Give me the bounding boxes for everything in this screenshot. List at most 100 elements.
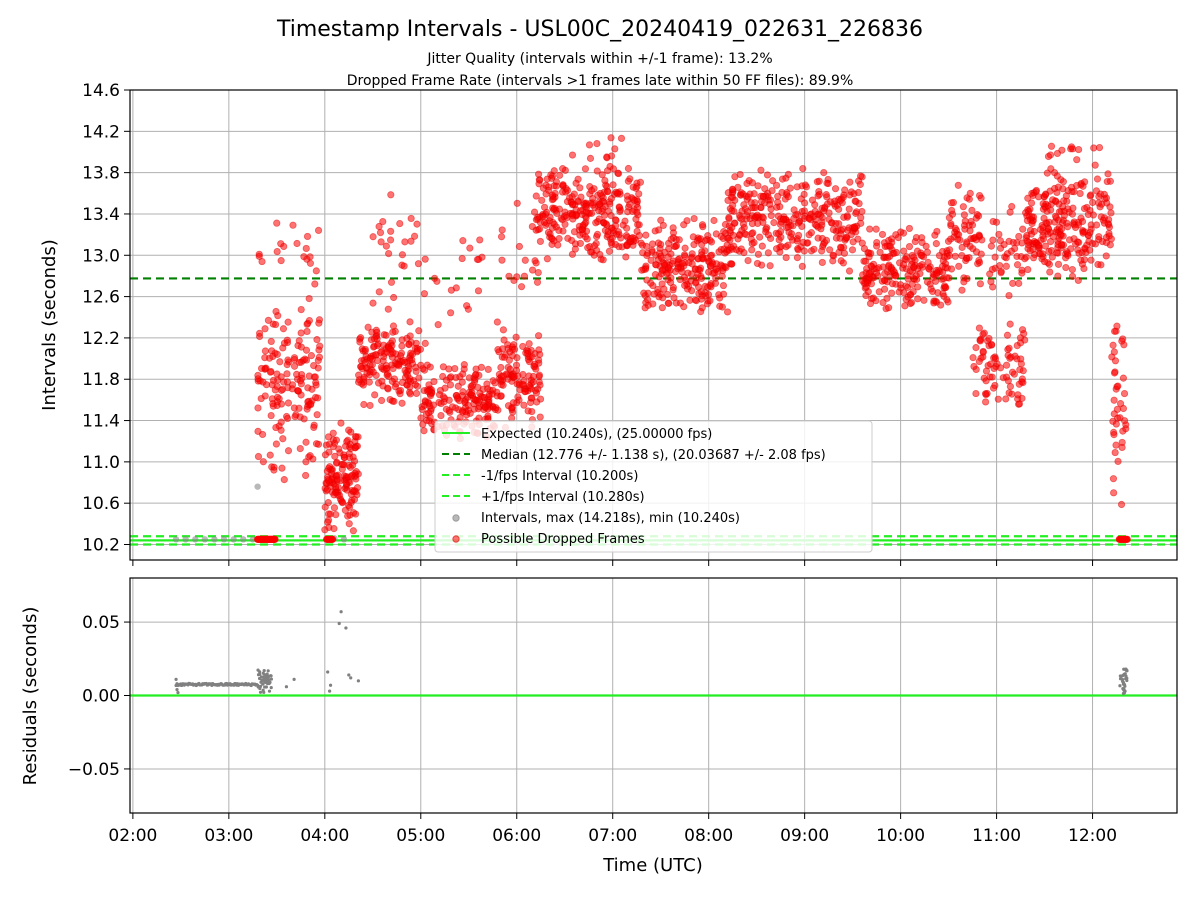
dropped-frame-point: [1075, 249, 1083, 257]
dropped-frame-point: [370, 335, 378, 343]
dropped-frame-point: [398, 342, 406, 350]
residual-point: [1124, 674, 1128, 678]
dropped-frame-point: [494, 346, 502, 354]
residual-point: [349, 676, 353, 680]
dropped-frame-point: [294, 387, 302, 395]
interval-point: [240, 536, 247, 543]
dropped-frame-point: [353, 484, 362, 492]
dropped-frame-point: [940, 292, 948, 300]
dropped-frame-point: [1118, 337, 1126, 345]
residual-point: [256, 685, 260, 689]
dropped-frame-point: [1086, 246, 1094, 254]
dropped-frame-point: [540, 203, 549, 211]
dropped-frame-point: [434, 321, 442, 329]
dropped-frame-point: [1046, 268, 1054, 276]
dropped-frame-point: [589, 195, 597, 203]
dropped-frame-point: [794, 219, 803, 227]
dropped-frame-point: [923, 248, 932, 256]
dropped-frame-point: [804, 239, 812, 247]
dropped-frame-point: [960, 211, 968, 219]
dropped-frame-point: [471, 396, 479, 404]
residual-point: [262, 690, 266, 694]
dropped-frame-point: [1060, 197, 1068, 205]
dropped-frame-point: [556, 171, 564, 179]
dropped-frame-point: [417, 414, 425, 422]
dropped-frame-point: [254, 452, 263, 461]
dropped-frame-point: [954, 181, 962, 189]
dropped-frame-point: [681, 244, 689, 252]
dropped-frame-point: [563, 186, 572, 195]
dropped-frame-point: [845, 205, 853, 213]
dropped-frame-point: [401, 238, 409, 246]
dropped-frame-point: [850, 223, 859, 231]
dropped-frame-point: [460, 361, 468, 369]
dropped-frame-point: [348, 471, 356, 479]
dropped-frame-point: [892, 231, 900, 239]
dropped-frame-point: [416, 345, 425, 353]
dropped-frame-point: [369, 299, 377, 307]
dropped-frame-point: [302, 346, 311, 354]
dropped-frame-point: [904, 275, 912, 283]
dropped-frame-point: [1095, 143, 1104, 152]
dropped-frame-point: [267, 412, 275, 420]
dropped-frame-point: [1074, 276, 1082, 285]
dropped-frame-point: [664, 269, 672, 277]
dropped-frame-point: [544, 228, 553, 237]
dropped-frame-point: [988, 341, 996, 349]
dropped-frame-point: [808, 196, 817, 204]
x-tick-label: 08:00: [684, 826, 733, 846]
dropped-frame-point: [535, 346, 543, 354]
dropped-frame-point: [1100, 219, 1109, 227]
dropped-frame-point: [1064, 223, 1072, 231]
dropped-frame-point: [951, 224, 959, 232]
intervals-y-tick-label: 12.6: [82, 288, 120, 308]
dropped-frame-point: [617, 134, 626, 142]
dropped-frame-point: [912, 272, 920, 280]
dropped-frame-point: [972, 389, 980, 398]
dropped-frame-point: [914, 295, 922, 303]
dropped-frame-point: [691, 296, 699, 304]
dropped-frame-point: [377, 396, 386, 405]
residual-point: [265, 678, 269, 682]
dropped-frame-point: [297, 380, 305, 388]
dropped-frame-point: [458, 408, 467, 416]
dropped-frame-point: [856, 180, 864, 189]
dropped-frame-point: [633, 208, 641, 216]
dropped-frame-point: [276, 358, 284, 366]
dropped-frame-point: [273, 350, 281, 358]
dropped-frame-point: [412, 339, 420, 347]
dropped-frame-point: [761, 185, 769, 193]
dropped-frame-point: [295, 404, 303, 412]
dropped-frame-point: [681, 252, 689, 260]
dropped-frame-point: [505, 356, 513, 364]
dropped-frame-point: [642, 231, 650, 239]
dropped-frame-point: [1002, 262, 1010, 270]
interval-point: [201, 536, 209, 543]
dropped-frame-point: [329, 443, 337, 451]
dropped-frame-point: [272, 423, 280, 432]
dropped-frame-point: [588, 186, 596, 195]
dropped-frame-point: [554, 241, 562, 249]
dropped-frame-point: [849, 238, 857, 246]
dropped-frame-point: [271, 386, 279, 394]
dropped-frame-point: [1025, 238, 1033, 246]
dropped-frame-point: [989, 283, 997, 291]
residual-point: [176, 690, 180, 695]
dropped-frame-point: [356, 338, 364, 346]
dropped-frame-point: [543, 255, 551, 263]
dropped-frame-point: [1006, 354, 1014, 362]
dropped-frame-point: [647, 256, 655, 264]
dropped-frame-point: [918, 261, 926, 269]
dropped-frame-point: [759, 214, 768, 222]
dropped-frame-point: [540, 218, 549, 226]
dropped-frame-point: [284, 356, 292, 364]
dropped-frame-point: [604, 188, 612, 196]
dropped-frame-point: [459, 370, 467, 378]
dropped-frame-point: [762, 225, 770, 233]
dropped-frame-point: [472, 371, 480, 379]
dropped-frame-point: [412, 389, 421, 398]
dropped-frame-point: [283, 414, 292, 423]
dropped-frame-point: [874, 272, 882, 280]
dropped-frame-point: [959, 203, 967, 211]
dropped-frame-point: [1042, 191, 1050, 199]
